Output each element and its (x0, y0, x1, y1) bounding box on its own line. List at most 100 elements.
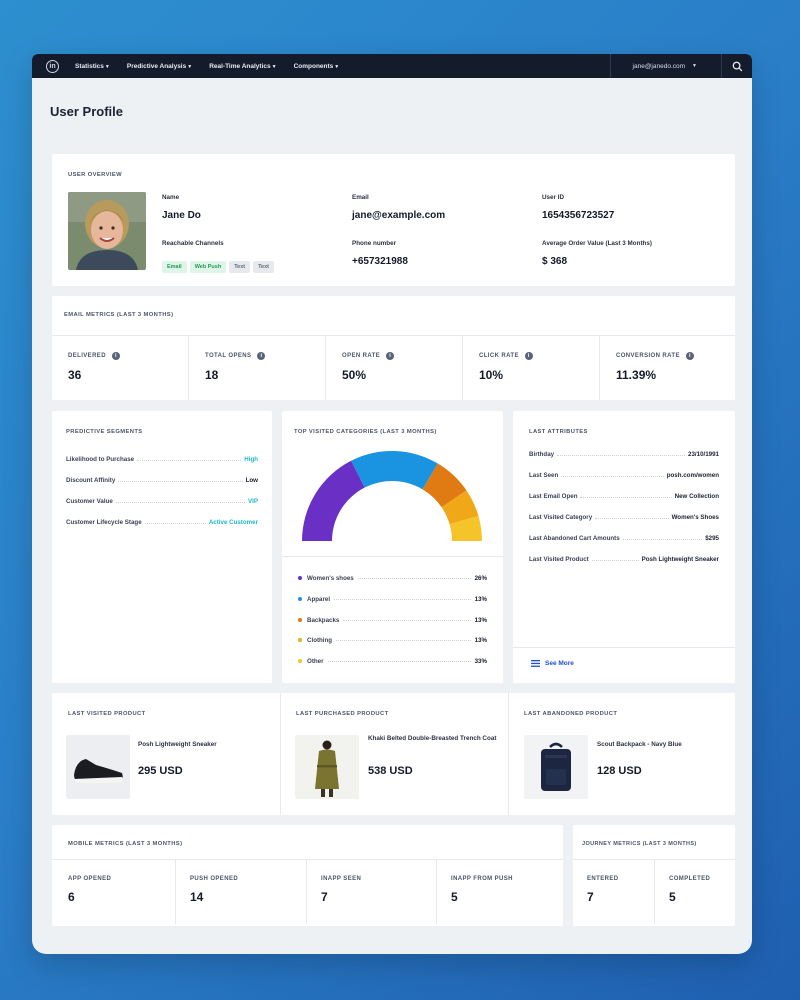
user-id-label: User ID (542, 194, 565, 201)
attribute-key: Last Abandoned Cart Amounts (529, 535, 620, 542)
chevron-down-icon: ▼ (271, 63, 277, 70)
info-icon[interactable]: i (524, 352, 533, 360)
user-menu[interactable]: jane@janedo.com ▼ (609, 54, 722, 78)
aov-label: Average Order Value (Last 3 Months) (542, 240, 652, 247)
gauge-segment[interactable] (302, 460, 365, 541)
metric-inapp-seen: INAPP SEEN 7 (307, 860, 437, 924)
segment-value: Active Customer (208, 519, 258, 526)
gauge-segment[interactable] (441, 490, 479, 525)
app-window: in Statistics▼ Predictive Analysis▼ Real… (32, 54, 752, 954)
product-divider (508, 693, 509, 815)
attribute-key: Birthday (529, 451, 555, 458)
metric-label-text: TOTAL OPENS (205, 353, 252, 359)
channel-tag-text: Text (229, 261, 251, 273)
product-price: 295 USD (138, 765, 183, 777)
category-name: Women's shoes (307, 574, 354, 582)
attribute-row: Last Visited Category Women's Shoes (529, 511, 719, 521)
metric-value: 7 (587, 890, 594, 904)
info-icon[interactable]: i (685, 352, 694, 360)
attribute-value: Women's Shoes (671, 514, 719, 521)
metric-completed: COMPLETED 5 (655, 860, 735, 924)
nav-statistics-label: Statistics (75, 62, 104, 70)
attribute-row: Birthday 23/10/1991 (529, 448, 719, 458)
metric-label-text: OPEN RATE (342, 353, 381, 359)
category-pct: 26% (474, 574, 487, 582)
leader-dots (118, 481, 243, 482)
nav-components[interactable]: Components▼ (294, 63, 340, 70)
metric-total-opens: TOTAL OPENS i 18 (189, 336, 326, 400)
nav-predictive-analysis[interactable]: Predictive Analysis▼ (127, 63, 192, 70)
see-more-label: See More (545, 660, 574, 667)
info-icon[interactable]: i (257, 352, 266, 360)
segment-key: Customer Value (66, 498, 113, 505)
search-button[interactable] (722, 54, 752, 78)
category-legend-row: Women's shoes 26% (298, 573, 487, 583)
leader-dots (144, 523, 206, 524)
last-purchased-product-title: LAST PURCHASED PRODUCT (296, 711, 389, 717)
metric-value: 10% (479, 368, 504, 382)
chevron-down-icon: ▼ (334, 63, 340, 70)
category-gauge-chart (302, 451, 482, 541)
attribute-row: Last Seen posh.com/women (529, 469, 719, 479)
user-id-value: 1654356723527 (542, 210, 615, 221)
legend-dot (298, 659, 302, 663)
phone-value: +657321988 (352, 256, 408, 267)
attribute-key: Last Email Open (529, 493, 578, 500)
channel-tag-web-push: Web Push (189, 261, 227, 273)
logo-icon[interactable]: in (46, 59, 59, 73)
channel-tags: Email Web Push Text Text (162, 255, 277, 273)
avatar (68, 192, 146, 270)
metric-value: 5 (451, 890, 458, 904)
metric-label-text: CLICK RATE (479, 353, 519, 359)
segment-row: Customer Value VIP (66, 495, 258, 505)
reachable-channels-label: Reachable Channels (162, 240, 224, 247)
info-icon[interactable]: i (111, 352, 120, 360)
leader-dots (343, 619, 471, 621)
metric-label: CONVERSION RATE i (616, 352, 735, 360)
user-photo (68, 192, 146, 270)
metric-label: INAPP FROM PUSH (451, 876, 513, 882)
category-legend-row: Clothing 13% (298, 635, 487, 645)
legend-dot (298, 597, 302, 601)
category-legend-row: Backpacks 13% (298, 615, 487, 625)
product-image-backpack[interactable] (524, 735, 588, 799)
attribute-value: New Collection (674, 493, 719, 500)
metric-label-text: DELIVERED (68, 353, 106, 359)
phone-label: Phone number (352, 240, 397, 247)
products-card: LAST VISITED PRODUCT Posh Lightweight Sn… (52, 693, 735, 815)
leader-dots (591, 560, 639, 561)
attribute-row: Last Visited Product Posh Lightweight Sne… (529, 553, 719, 563)
top-categories-title: TOP VISITED CATEGORIES (LAST 3 MONTHS) (294, 429, 437, 435)
sneaker-image (74, 759, 123, 783)
segment-value: VIP (248, 498, 258, 505)
gauge-segment[interactable] (449, 515, 482, 541)
attribute-value: $295 (705, 535, 719, 542)
chevron-down-icon: ▼ (104, 63, 110, 70)
product-image-sneaker[interactable] (66, 735, 130, 799)
segment-row: Customer Lifecycle Stage Active Customer (66, 516, 258, 526)
metric-label: OPEN RATE i (342, 352, 462, 360)
info-icon[interactable]: i (386, 352, 395, 360)
leader-dots (137, 460, 242, 461)
product-image-trench-coat[interactable] (295, 735, 359, 799)
leader-dots (115, 502, 246, 503)
category-name: Backpacks (307, 616, 340, 624)
metric-open-rate: OPEN RATE i 50% (326, 336, 463, 400)
see-more-link[interactable]: See More (531, 660, 574, 667)
metric-value: 36 (68, 368, 82, 382)
gauge-segment[interactable] (422, 463, 467, 508)
attribute-value: Posh Lightweight Sneaker (641, 556, 719, 563)
metric-entered: ENTERED 7 (573, 860, 655, 924)
nav-real-time-analytics[interactable]: Real-Time Analytics▼ (209, 63, 276, 70)
email-metrics-card: EMAIL METRICS (LAST 3 MONTHS) DELIVERED i… (52, 296, 735, 400)
category-legend-row: Other 33% (298, 656, 487, 666)
nav-statistics[interactable]: Statistics▼ (75, 63, 110, 70)
metric-value: 50% (342, 368, 367, 382)
metric-label: INAPP SEEN (321, 876, 362, 882)
last-abandoned-product-title: LAST ABANDONED PRODUCT (524, 711, 618, 717)
metric-label: PUSH OPENED (190, 876, 239, 882)
gauge-segment[interactable] (351, 451, 438, 490)
segment-key: Customer Lifecycle Stage (66, 519, 142, 526)
nav-predictive-analysis-label: Predictive Analysis (126, 62, 187, 70)
attribute-row: Last Abandoned Cart Amounts $295 (529, 532, 719, 542)
